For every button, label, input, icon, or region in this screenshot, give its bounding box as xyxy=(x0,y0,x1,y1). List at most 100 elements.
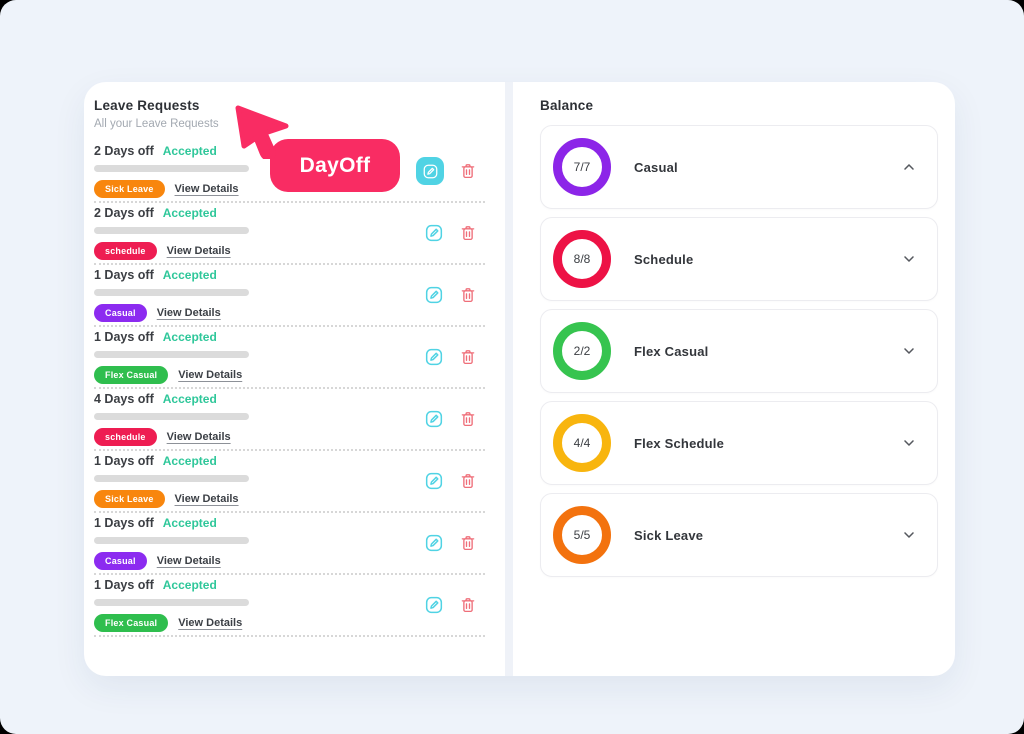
view-details-link[interactable]: View Details xyxy=(178,617,243,629)
status-badge: Accepted xyxy=(162,330,217,344)
delete-button[interactable] xyxy=(459,348,477,366)
leave-type-badge: Sick Leave xyxy=(94,180,165,198)
delete-button[interactable] xyxy=(459,286,477,304)
days-off-label: 4 Days off xyxy=(94,392,154,406)
leave-request-row: 1 Days off Accepted Flex Casual View Det… xyxy=(94,575,485,637)
view-details-link[interactable]: View Details xyxy=(166,431,231,443)
view-details-link[interactable]: View Details xyxy=(174,183,239,195)
leave-request-row: 1 Days off Accepted Casual View Details xyxy=(94,513,485,575)
balance-label: Casual xyxy=(634,159,678,175)
edit-button[interactable] xyxy=(424,347,444,367)
leave-request-row: 2 Days off Accepted Sick Leave View Deta… xyxy=(94,141,485,203)
delete-button[interactable] xyxy=(459,472,477,490)
progress-bar xyxy=(94,351,249,358)
balance-ring: 4/4 xyxy=(553,414,611,472)
pencil-square-icon xyxy=(425,410,443,428)
status-badge: Accepted xyxy=(162,206,217,220)
trash-icon xyxy=(461,598,475,613)
balance-card[interactable]: 8/8 Schedule xyxy=(540,217,938,301)
progress-bar xyxy=(94,475,249,482)
pencil-square-icon xyxy=(425,286,443,304)
view-details-link[interactable]: View Details xyxy=(156,555,221,567)
trash-icon xyxy=(461,164,475,179)
row-actions xyxy=(416,157,485,185)
row-actions xyxy=(424,285,485,305)
edit-button[interactable] xyxy=(416,157,444,185)
balance-value: 7/7 xyxy=(573,160,591,174)
balance-label: Sick Leave xyxy=(634,527,704,543)
balance-title: Balance xyxy=(540,98,594,113)
view-details-link[interactable]: View Details xyxy=(156,307,221,319)
delete-button[interactable] xyxy=(459,224,477,242)
dayoff-badge: DayOff xyxy=(270,139,400,192)
leave-type-badge: Casual xyxy=(94,304,147,322)
pencil-square-icon xyxy=(425,472,443,490)
leave-request-info: 1 Days off Accepted Flex Casual View Det… xyxy=(94,578,424,632)
leave-requests-subtitle: All your Leave Requests xyxy=(94,118,219,130)
chevron-down-icon xyxy=(901,343,917,359)
leave-requests-panel: Leave Requests All your Leave Requests 2… xyxy=(84,82,505,676)
status-badge: Accepted xyxy=(162,144,217,158)
delete-button[interactable] xyxy=(459,596,477,614)
leave-request-info: 4 Days off Accepted schedule View Detail… xyxy=(94,392,424,446)
progress-bar xyxy=(94,227,249,234)
progress-bar xyxy=(94,289,249,296)
balance-card[interactable]: 4/4 Flex Schedule xyxy=(540,401,938,485)
row-actions xyxy=(424,409,485,429)
pencil-square-icon xyxy=(425,534,443,552)
days-off-label: 1 Days off xyxy=(94,516,154,530)
days-off-label: 1 Days off xyxy=(94,330,154,344)
days-off-label: 1 Days off xyxy=(94,268,154,282)
balance-card[interactable]: 2/2 Flex Casual xyxy=(540,309,938,393)
balance-card[interactable]: 7/7 Casual xyxy=(540,125,938,209)
view-details-link[interactable]: View Details xyxy=(166,245,231,257)
row-actions xyxy=(424,595,485,615)
trash-icon xyxy=(461,350,475,365)
edit-button[interactable] xyxy=(424,285,444,305)
leave-requests-list: 2 Days off Accepted Sick Leave View Deta… xyxy=(94,141,485,637)
chevron-down-icon xyxy=(901,251,917,267)
edit-button[interactable] xyxy=(424,223,444,243)
pencil-square-icon xyxy=(423,164,437,178)
edit-button[interactable] xyxy=(424,471,444,491)
progress-bar xyxy=(94,599,249,606)
pencil-square-icon xyxy=(425,348,443,366)
balance-value: 5/5 xyxy=(573,528,591,542)
trash-icon xyxy=(461,474,475,489)
balance-value: 8/8 xyxy=(573,252,591,266)
leave-request-info: 2 Days off Accepted Sick Leave View Deta… xyxy=(94,144,416,198)
leave-type-badge: schedule xyxy=(94,242,157,260)
pencil-square-icon xyxy=(425,224,443,242)
leave-type-badge: Flex Casual xyxy=(94,614,169,632)
delete-button[interactable] xyxy=(459,162,477,180)
progress-bar xyxy=(94,165,249,172)
days-off-label: 2 Days off xyxy=(94,206,154,220)
edit-button[interactable] xyxy=(424,595,444,615)
edit-button[interactable] xyxy=(424,409,444,429)
status-badge: Accepted xyxy=(162,578,217,592)
pencil-square-icon xyxy=(425,596,443,614)
delete-button[interactable] xyxy=(459,410,477,428)
delete-button[interactable] xyxy=(459,534,477,552)
leave-request-info: 2 Days off Accepted schedule View Detail… xyxy=(94,206,424,260)
chevron-down-icon xyxy=(901,527,917,543)
chevron-down-icon xyxy=(901,435,917,451)
leave-type-badge: schedule xyxy=(94,428,157,446)
balance-label: Flex Casual xyxy=(634,343,709,359)
row-actions xyxy=(424,347,485,367)
leave-request-row: 4 Days off Accepted schedule View Detail… xyxy=(94,389,485,451)
leave-request-row: 1 Days off Accepted Flex Casual View Det… xyxy=(94,327,485,389)
edit-button[interactable] xyxy=(424,533,444,553)
balance-panel: Balance 7/7 Casual 8/8 Schedule 2/2 Flex… xyxy=(513,82,955,676)
progress-bar xyxy=(94,537,249,544)
leave-request-info: 1 Days off Accepted Sick Leave View Deta… xyxy=(94,454,424,508)
leave-request-info: 1 Days off Accepted Casual View Details xyxy=(94,516,424,570)
balance-list: 7/7 Casual 8/8 Schedule 2/2 Flex Casual xyxy=(540,125,938,577)
balance-card[interactable]: 5/5 Sick Leave xyxy=(540,493,938,577)
leave-type-badge: Sick Leave xyxy=(94,490,165,508)
status-badge: Accepted xyxy=(162,454,217,468)
view-details-link[interactable]: View Details xyxy=(178,369,243,381)
status-badge: Accepted xyxy=(162,268,217,282)
view-details-link[interactable]: View Details xyxy=(174,493,239,505)
